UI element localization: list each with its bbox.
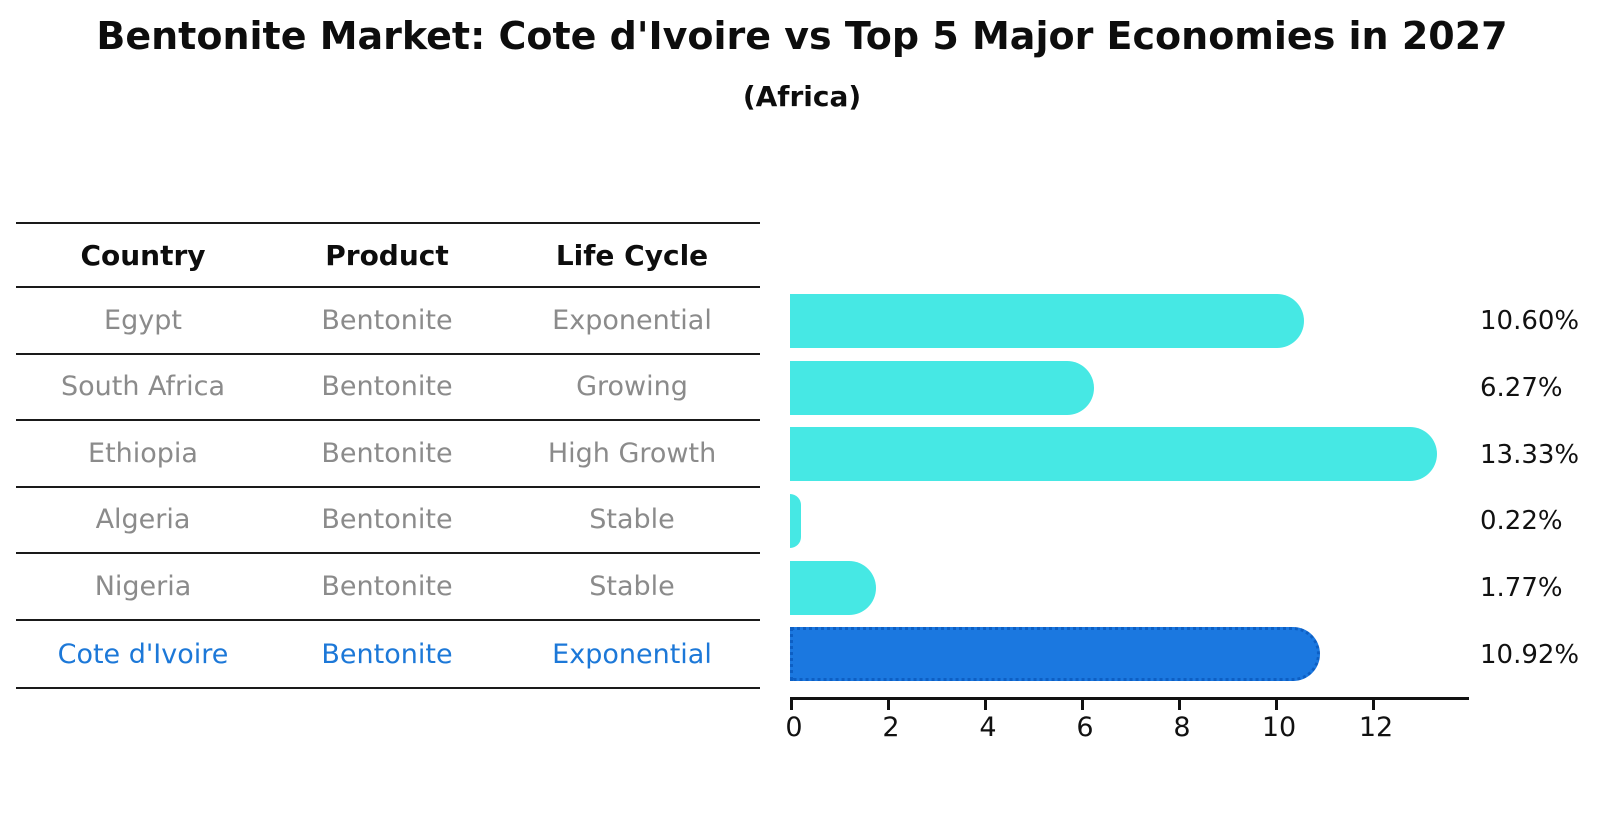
axis-tick: 2 [882,700,900,743]
chart-row: 10.60% [790,288,1579,355]
table-row: Nigeria Bentonite Stable [16,554,760,621]
cell-life-cycle: High Growth [547,437,717,469]
cell-product: Bentonite [321,371,453,403]
table-header-row: Country Product Life Cycle [16,224,760,288]
table-row: Ethiopia Bentonite High Growth [16,421,760,488]
cell-country: Nigeria [94,571,192,603]
chart-row: 6.27% [790,355,1563,422]
cell-country: Algeria [95,504,191,536]
page-title: Bentonite Market: Cote d'Ivoire vs Top 5… [96,14,1508,58]
header-product: Product [325,238,449,272]
bar-ethiopia [790,427,1437,482]
tick-label: 12 [1358,712,1394,743]
bar-nigeria [790,560,876,615]
bar-egypt [790,294,1305,348]
cell-life-cycle: Growing [576,371,688,403]
cell-product: Bentonite [321,571,453,603]
bar-chart: 10.60% 6.27% 13.33% 0.22% 1.77% 10.92% [790,288,1579,688]
axis-tick: 12 [1359,700,1393,743]
table-row: Algeria Bentonite Stable [16,488,760,555]
cell-product: Bentonite [321,304,453,336]
tick-label: 8 [1173,712,1191,743]
axis-tick: 4 [979,700,997,743]
tick-label: 2 [882,712,900,743]
tick-label: 10 [1261,712,1297,743]
cell-country: Cote d'Ivoire [57,638,229,670]
header-country: Country [80,238,206,272]
data-table: Country Product Life Cycle Egypt Bentoni… [16,222,760,690]
value-label: 6.27% [1480,372,1563,403]
value-label: 10.60% [1480,306,1580,337]
cell-life-cycle: Exponential [552,304,712,336]
table-row-highlighted: Cote d'Ivoire Bentonite Exponential [16,621,760,688]
axis-tick: 0 [785,700,803,743]
value-label: 13.33% [1480,439,1580,470]
tick-label: 0 [785,712,803,743]
chart-row: 10.92% [790,621,1579,688]
table-row: South Africa Bentonite Growing [16,355,760,422]
chart-row: 0.22% [790,488,1563,555]
value-label: 10.92% [1480,639,1580,670]
cell-life-cycle: Exponential [552,638,712,670]
header-life-cycle: Life Cycle [555,238,709,272]
tick-label: 6 [1076,712,1094,743]
page-subtitle: (Africa) [742,80,862,113]
bar-cote-divoire-highlighted [790,627,1320,682]
cell-country: Ethiopia [88,437,198,469]
cell-life-cycle: Stable [589,504,675,536]
tick-label: 4 [979,712,997,743]
bar-south-africa [790,360,1095,415]
axis-tick: 8 [1173,700,1191,743]
cell-country: Egypt [104,304,182,336]
bar-algeria [790,493,801,548]
cell-product: Bentonite [321,504,453,536]
x-axis: 0 2 4 6 8 10 12 [785,697,1469,743]
cell-product: Bentonite [321,638,453,670]
axis-tick: 6 [1076,700,1094,743]
axis-tick: 10 [1262,700,1296,743]
cell-life-cycle: Stable [589,571,675,603]
table-row: Egypt Bentonite Exponential [16,288,760,355]
cell-product: Bentonite [321,437,453,469]
value-label: 1.77% [1480,572,1563,603]
chart-row: 1.77% [790,555,1563,622]
chart-row: 13.33% [790,421,1579,488]
value-label: 0.22% [1480,506,1563,537]
cell-country: South Africa [60,371,226,403]
